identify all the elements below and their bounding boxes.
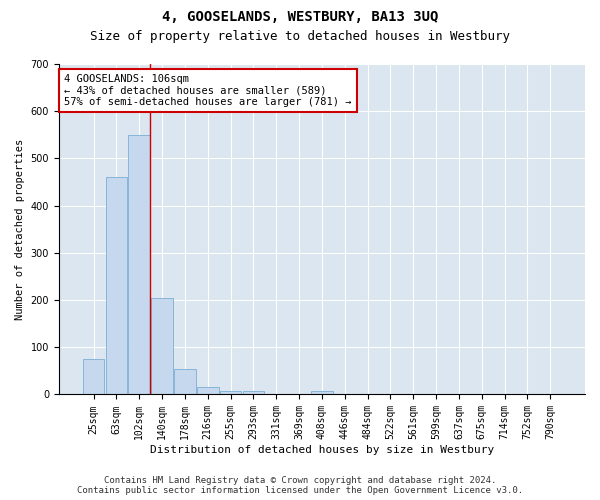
Bar — [197, 388, 218, 394]
Text: 4, GOOSELANDS, WESTBURY, BA13 3UQ: 4, GOOSELANDS, WESTBURY, BA13 3UQ — [162, 10, 438, 24]
Bar — [106, 178, 127, 394]
X-axis label: Distribution of detached houses by size in Westbury: Distribution of detached houses by size … — [150, 445, 494, 455]
Bar — [83, 359, 104, 394]
Bar — [220, 390, 241, 394]
Bar — [311, 390, 333, 394]
Bar — [151, 298, 173, 394]
Text: Size of property relative to detached houses in Westbury: Size of property relative to detached ho… — [90, 30, 510, 43]
Bar — [242, 390, 264, 394]
Text: Contains HM Land Registry data © Crown copyright and database right 2024.
Contai: Contains HM Land Registry data © Crown c… — [77, 476, 523, 495]
Text: 4 GOOSELANDS: 106sqm
← 43% of detached houses are smaller (589)
57% of semi-deta: 4 GOOSELANDS: 106sqm ← 43% of detached h… — [64, 74, 352, 107]
Bar — [174, 368, 196, 394]
Bar — [128, 135, 150, 394]
Y-axis label: Number of detached properties: Number of detached properties — [15, 138, 25, 320]
